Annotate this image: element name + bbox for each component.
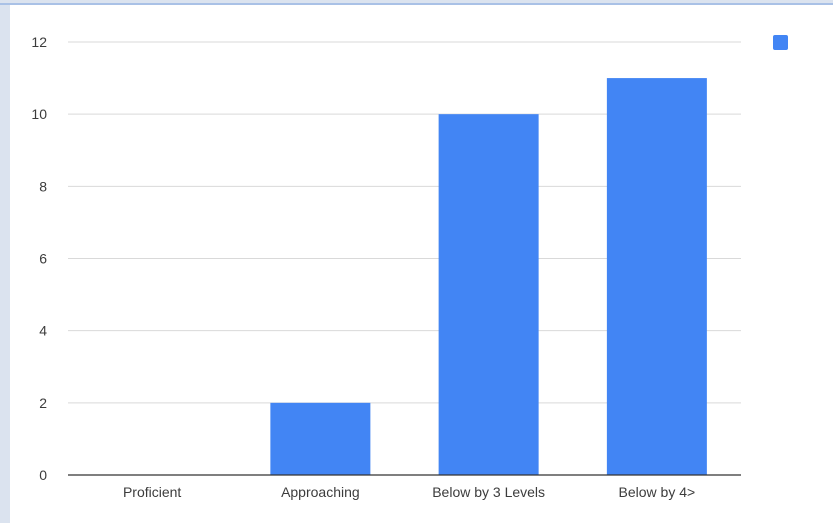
x-tick-label-1: Approaching — [281, 484, 360, 500]
y-tick-label-0: 0 — [39, 467, 47, 483]
legend — [773, 35, 788, 50]
legend-swatch — [773, 35, 788, 50]
y-tick-label-10: 10 — [31, 106, 47, 122]
top-border — [0, 0, 833, 3]
y-tick-label-4: 4 — [39, 323, 47, 339]
bar-1 — [270, 402, 371, 475]
bars — [270, 78, 707, 476]
bar-2 — [438, 114, 539, 476]
bar-3 — [606, 78, 707, 475]
x-axis-labels: Proficient Approaching Below by 3 Levels Be… — [123, 484, 695, 500]
grid-lines — [68, 41, 741, 404]
y-tick-label-8: 8 — [39, 178, 47, 194]
x-tick-label-2: Below by 3 Levels — [432, 484, 545, 500]
left-border — [0, 0, 10, 523]
y-tick-label-2: 2 — [39, 395, 47, 411]
y-tick-label-12: 12 — [31, 34, 47, 50]
x-tick-label-3: Below by 4> — [619, 484, 696, 500]
y-tick-label-6: 6 — [39, 251, 47, 267]
x-tick-label-0: Proficient — [123, 484, 181, 500]
y-axis-ticks: 0 2 4 6 8 10 12 — [31, 34, 47, 483]
top-border-line — [0, 3, 833, 5]
